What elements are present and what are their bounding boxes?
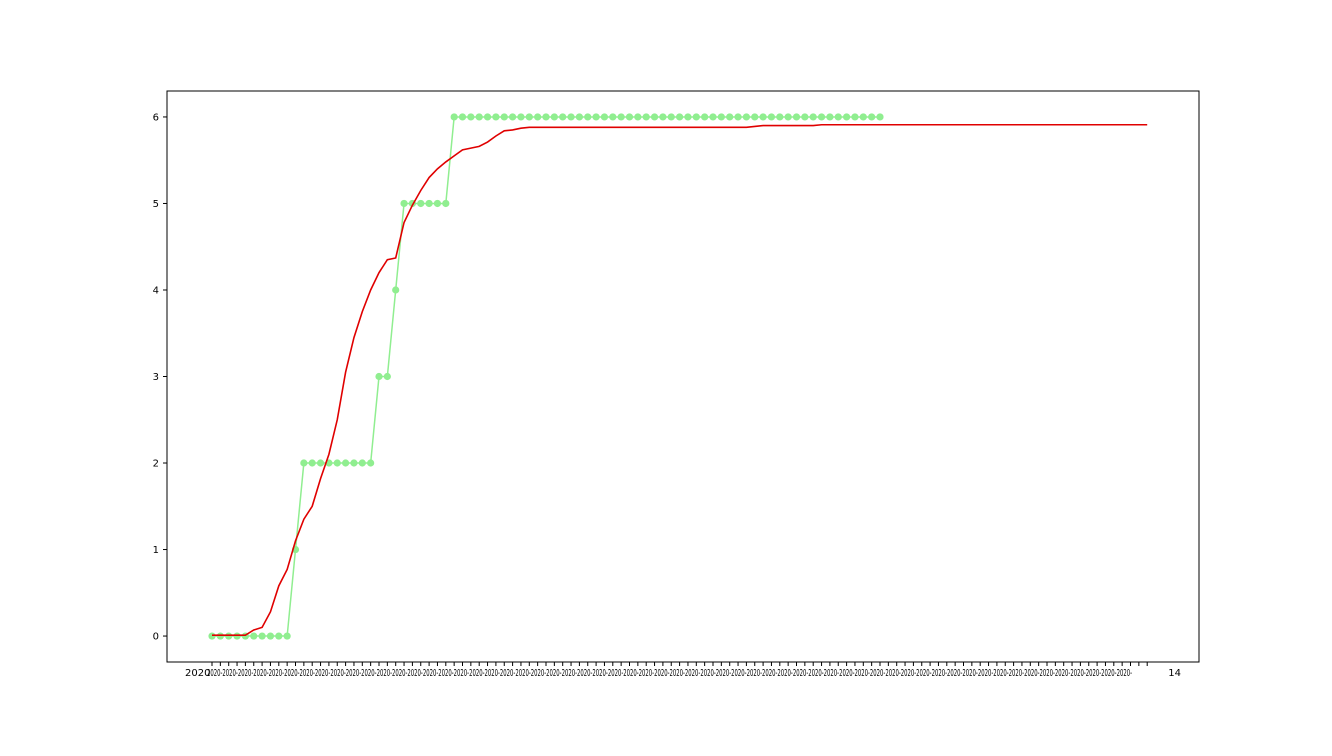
data-point	[492, 113, 500, 121]
data-point	[650, 113, 659, 121]
data-point	[508, 113, 517, 121]
x-tick-label: 2020	[185, 668, 210, 679]
data-point	[709, 113, 717, 121]
data-point	[358, 459, 366, 467]
data-point	[300, 459, 308, 467]
y-axis: 0 1 2 3 4 5 6	[153, 112, 167, 643]
data-point	[767, 113, 776, 121]
x-axis: 20202020-2020-2020-2020-2020-2020-2020-2…	[185, 662, 1181, 679]
y-tick-label: 6	[153, 112, 159, 123]
data-point	[333, 459, 341, 467]
data-point	[617, 113, 625, 121]
series-line	[212, 123, 1148, 636]
data-point	[233, 632, 241, 640]
data-point	[375, 372, 383, 381]
data-point	[684, 113, 692, 121]
data-point	[859, 113, 867, 121]
y-tick-label: 4	[153, 285, 159, 296]
data-point	[475, 113, 483, 121]
data-point	[717, 113, 725, 121]
data-point	[542, 113, 550, 121]
data-point	[216, 632, 224, 640]
data-point	[584, 113, 592, 121]
x-tick-label-overlap: 2020-2020-2020-2020-2020-2020-2020-2020-…	[207, 668, 1132, 679]
y-tick-label: 2	[153, 459, 159, 470]
data-point	[692, 113, 700, 121]
data-point	[667, 113, 675, 121]
data-point	[784, 113, 792, 121]
data-point	[517, 113, 525, 121]
data-point	[417, 199, 425, 208]
data-point	[625, 113, 634, 121]
data-point	[342, 459, 350, 467]
y-tick-label: 0	[153, 632, 159, 643]
data-point	[500, 113, 508, 121]
data-point	[534, 113, 542, 121]
data-point	[776, 113, 784, 121]
data-point	[550, 113, 558, 121]
data-point	[425, 199, 433, 208]
data-point	[392, 286, 400, 294]
data-point	[567, 113, 575, 121]
data-point	[801, 113, 809, 121]
data-point	[483, 113, 492, 121]
series-layer	[208, 113, 1148, 640]
y-tick-label: 3	[153, 372, 159, 383]
data-point	[792, 113, 801, 121]
data-point	[442, 199, 450, 208]
data-point	[634, 113, 642, 121]
plot-area	[166, 90, 1200, 663]
data-point	[208, 632, 216, 640]
data-point	[258, 632, 266, 640]
data-point	[250, 632, 258, 640]
data-point	[843, 113, 851, 121]
data-point	[868, 113, 876, 121]
data-point	[659, 113, 667, 121]
x-tick-label: 14	[1168, 668, 1181, 679]
data-point	[751, 113, 759, 121]
data-point	[433, 199, 442, 208]
data-point	[559, 113, 567, 121]
data-point	[308, 459, 316, 467]
data-point	[817, 113, 826, 121]
data-point	[742, 113, 751, 121]
data-point	[467, 113, 475, 121]
data-point	[851, 113, 859, 121]
data-point	[734, 113, 742, 121]
data-point	[316, 459, 325, 467]
data-point	[600, 113, 609, 121]
data-point	[809, 113, 817, 121]
data-point	[834, 113, 842, 121]
data-point	[592, 113, 600, 121]
data-point	[676, 113, 684, 121]
data-point	[759, 113, 767, 121]
data-point	[367, 459, 375, 467]
data-point	[450, 113, 458, 121]
data-point	[826, 113, 834, 121]
data-point	[726, 113, 734, 121]
data-point	[525, 113, 533, 121]
data-point	[701, 113, 709, 121]
data-point	[283, 632, 291, 640]
data-point	[575, 113, 584, 121]
data-point	[350, 459, 358, 467]
data-point	[609, 113, 617, 121]
data-point	[383, 372, 391, 381]
data-point	[876, 113, 884, 121]
y-tick-label: 1	[153, 545, 159, 556]
data-point	[642, 113, 650, 121]
y-tick-label: 5	[153, 199, 159, 210]
data-point	[266, 632, 275, 640]
data-point	[225, 632, 233, 640]
data-point	[458, 113, 467, 121]
data-point	[400, 199, 408, 208]
data-point	[275, 632, 283, 640]
